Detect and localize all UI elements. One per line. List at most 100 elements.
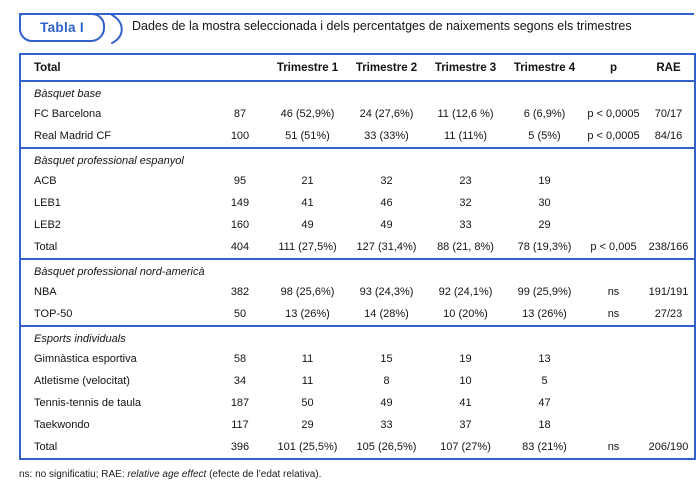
cell-t3: 92 (24,1%) <box>438 286 493 298</box>
col-header-n <box>212 54 268 82</box>
cell-t4: 5 <box>541 375 548 387</box>
section-basquet-nordamerica: Bàsquet professional nord-americà NBA 38… <box>20 259 695 326</box>
cell-t2: 105 (26,5%) <box>356 441 417 453</box>
cell-p <box>584 192 643 214</box>
section-title-text: Bàsquet professional espanyol <box>34 155 184 167</box>
cell-label: Tennis-tennis de taula <box>34 397 142 409</box>
header-row: Total Trimestre 1 Trimestre 2 Trimestre … <box>20 54 695 82</box>
cell-total: 58 <box>233 353 247 365</box>
row-real-madrid: Real Madrid CF 100 51 (51%) 33 (33%) 11 … <box>20 125 695 148</box>
col-header-rae: RAE <box>643 54 695 82</box>
section-title-basquet-espanyol: Bàsquet professional espanyol <box>20 148 695 170</box>
cell-t1: 41 <box>301 197 314 209</box>
col-header-trimestre-2: Trimestre 2 <box>347 54 426 82</box>
cell-t3: 33 <box>459 219 472 231</box>
cell-label: FC Barcelona <box>34 108 102 120</box>
row-leb1: LEB1 149 41 46 32 30 <box>20 192 695 214</box>
cell-t4: 30 <box>538 197 551 209</box>
cell-t2: 127 (31,4%) <box>356 241 417 253</box>
cell-label: TOP-50 <box>34 308 73 320</box>
section-title-basquet-base: Bàsquet base <box>20 81 695 103</box>
cell-p <box>584 370 643 392</box>
cell-t2: 49 <box>380 397 393 409</box>
col-header-trimestre-3: Trimestre 3 <box>426 54 505 82</box>
cell-total: 95 <box>233 175 247 187</box>
cell-t2: 15 <box>380 353 393 365</box>
table-badge: Tabla I <box>19 13 105 42</box>
cell-t2: 49 <box>380 219 393 231</box>
section-basquet-espanyol: Bàsquet professional espanyol ACB 95 21 … <box>20 148 695 259</box>
col-header-trimestre-1: Trimestre 1 <box>268 54 347 82</box>
cell-p: p < 0,005 <box>590 241 637 253</box>
cell-t3: 11 (11%) <box>443 130 487 142</box>
row-total-individuals: Total 396 101 (25,5%) 105 (26,5%) 107 (2… <box>20 436 695 459</box>
cell-label: Gimnàstica esportiva <box>34 353 137 365</box>
cell-p: ns <box>607 308 620 320</box>
cell-t1: 13 (26%) <box>285 308 330 320</box>
row-total-espanyol: Total 404 111 (27,5%) 127 (31,4%) 88 (21… <box>20 236 695 259</box>
cell-t2: 46 <box>380 197 393 209</box>
row-gimnastica: Gimnàstica esportiva 58 11 15 19 13 <box>20 348 695 370</box>
row-leb2: LEB2 160 49 49 33 29 <box>20 214 695 236</box>
cell-t3: 32 <box>459 197 472 209</box>
cell-t3: 37 <box>459 419 472 431</box>
cell-t4: 6 (6,9%) <box>523 108 566 120</box>
col-header-p: p <box>584 54 643 82</box>
cell-t1: 51 (51%) <box>285 130 330 142</box>
section-title-text: Esports individuals <box>34 333 126 345</box>
cell-t3: 19 <box>459 353 472 365</box>
cell-total: 100 <box>230 130 250 142</box>
row-nba: NBA 382 98 (25,6%) 93 (24,3%) 92 (24,1%)… <box>20 281 695 303</box>
cell-rae <box>643 414 695 436</box>
col-header-total: Total <box>20 54 212 82</box>
cell-t2: 33 <box>380 419 393 431</box>
cell-t4: 29 <box>538 219 551 231</box>
cell-t1: 111 (27,5%) <box>278 241 337 253</box>
cell-t1: 101 (25,5%) <box>277 441 338 453</box>
cell-t4: 19 <box>538 175 551 187</box>
cell-t1: 29 <box>301 419 314 431</box>
cell-rae: 191/191 <box>648 286 689 298</box>
cell-label: LEB1 <box>34 197 61 209</box>
cell-rae: 84/16 <box>654 130 683 142</box>
cell-rae <box>643 192 695 214</box>
cell-rae: 238/166 <box>648 241 689 253</box>
cell-t3: 10 <box>459 375 472 387</box>
cell-t1: 11 <box>301 375 314 387</box>
row-fc-barcelona: FC Barcelona 87 46 (52,9%) 24 (27,6%) 11… <box>20 103 695 125</box>
section-title-basquet-nordamerica: Bàsquet professional nord-americà <box>20 259 695 281</box>
cell-rae <box>643 392 695 414</box>
cell-rae: 206/190 <box>648 441 689 453</box>
cell-t4: 13 <box>538 353 551 365</box>
row-acb: ACB 95 21 32 23 19 <box>20 170 695 192</box>
cell-total: 149 <box>230 197 250 209</box>
section-esports-individuals: Esports individuals Gimnàstica esportiva… <box>20 326 695 459</box>
cell-rae: 27/23 <box>654 308 683 320</box>
cell-t4: 5 (5%) <box>528 130 561 142</box>
cell-t1: 50 <box>301 397 314 409</box>
cell-total: 396 <box>230 441 250 453</box>
table-caption: Tabla I Dades de la mostra seleccionada … <box>19 10 694 47</box>
cell-rae <box>643 170 695 192</box>
cell-p <box>584 214 643 236</box>
cell-t2: 24 (27,6%) <box>359 108 414 120</box>
cell-p <box>584 170 643 192</box>
caption-title: Dades de la mostra seleccionada i dels p… <box>132 19 632 33</box>
cell-t1: 21 <box>301 175 314 187</box>
badge-arc-decoration <box>111 14 123 44</box>
cell-t2: 8 <box>383 375 390 387</box>
data-table: Total Trimestre 1 Trimestre 2 Trimestre … <box>19 53 696 460</box>
row-tennis-taula: Tennis-tennis de taula 187 50 49 41 47 <box>20 392 695 414</box>
cell-rae <box>643 370 695 392</box>
cell-t4: 13 (26%) <box>522 308 567 320</box>
cell-t4: 78 (19,3%) <box>517 241 572 253</box>
cell-t3: 10 (20%) <box>443 308 488 320</box>
cell-p: ns <box>607 441 620 453</box>
cell-t4: 99 (25,9%) <box>517 286 572 298</box>
cell-t4: 47 <box>538 397 551 409</box>
cell-t1: 49 <box>301 219 314 231</box>
cell-label: ACB <box>34 175 57 187</box>
section-basquet-base: Bàsquet base FC Barcelona 87 46 (52,9%) … <box>20 81 695 148</box>
cell-p <box>584 414 643 436</box>
cell-t3: 41 <box>459 397 472 409</box>
